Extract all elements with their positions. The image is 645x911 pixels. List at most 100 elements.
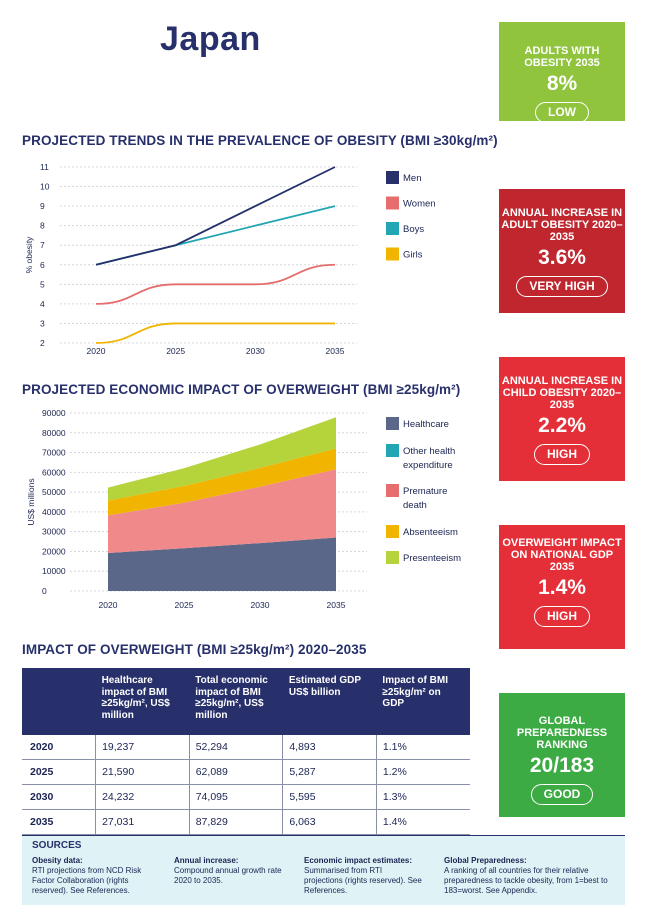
source-preparedness: Global Preparedness: A ranking of all co…	[444, 856, 616, 896]
y-tick-label: 2	[40, 338, 45, 348]
table-cell: 62,089	[188, 759, 283, 785]
legend-label: Other health expenditure	[403, 446, 455, 471]
y-tick-label: 7	[40, 240, 45, 250]
legend-swatch	[386, 196, 399, 210]
area-healthcare	[108, 537, 336, 591]
legend-swatch	[386, 525, 399, 538]
source-text: Summarised from RTI projections (rights …	[304, 866, 422, 895]
legend-swatch	[386, 444, 399, 457]
source-heading: Economic impact estimates:	[304, 856, 413, 865]
card-value: 8%	[546, 72, 578, 95]
table-header	[22, 668, 96, 735]
x-tick-label: 2020	[87, 346, 106, 356]
legend-label: Girls	[403, 250, 423, 261]
impact-table: Healthcare impact of BMI ≥25kg/m², US$ m…	[22, 668, 470, 835]
series-line-girls	[95, 322, 335, 344]
y-tick-label: 6	[40, 260, 45, 270]
source-text: RTI projections from NCD Risk Factor Col…	[32, 866, 142, 895]
legend-label: Women	[403, 199, 436, 210]
x-tick-label: 2025	[175, 600, 194, 610]
x-tick-label: 2030	[251, 600, 270, 610]
source-economic: Economic impact estimates: Summarised fr…	[304, 856, 422, 896]
source-heading: Obesity data:	[32, 856, 83, 865]
legend-label: Men	[403, 173, 421, 184]
page-title: Japan	[160, 20, 261, 58]
y-tick-label: 30000	[42, 527, 66, 537]
table-title: IMPACT OF OVERWEIGHT (BMI ≥25kg/m²) 2020…	[22, 642, 367, 657]
y-tick-label: 4	[40, 299, 45, 309]
legend-swatch	[386, 171, 399, 184]
card-badge: LOW	[535, 102, 589, 123]
y-axis-label: % obesity	[24, 236, 34, 274]
legend-swatch	[386, 247, 399, 261]
y-tick-label: 20000	[42, 546, 66, 556]
table-row: 2030 24,232 74,095 5,595 1.3%	[22, 784, 470, 810]
y-tick-label: 11	[40, 162, 49, 172]
x-tick-label: 2035	[326, 346, 345, 356]
table-cell: 4,893	[282, 735, 377, 760]
source-heading: Annual increase:	[174, 856, 239, 865]
x-tick-label: 2030	[246, 346, 265, 356]
y-tick-label: 60000	[42, 467, 66, 477]
source-annual-increase: Annual increase: Compound annual growth …	[174, 856, 284, 886]
table-row: 2020 19,237 52,294 4,893 1.1%	[22, 735, 470, 760]
table-cell: 52,294	[188, 735, 283, 760]
table-cell: 2030	[22, 784, 96, 810]
card-badge: GOOD	[530, 784, 594, 805]
card-adult-increase: ANNUAL INCREASE IN ADULT OBESITY 2020–20…	[499, 189, 625, 313]
sources-box: SOURCES Obesity data: RTI projections fr…	[22, 835, 625, 905]
y-tick-label: 0	[42, 586, 47, 596]
card-title: GLOBAL PREPAREDNESS RANKING	[516, 715, 608, 751]
table-cell: 1.2%	[375, 759, 470, 785]
y-tick-label: 10000	[42, 566, 66, 576]
table-cell: 1.4%	[375, 809, 470, 835]
table-cell: 1.1%	[375, 735, 470, 760]
table-cell: 24,232	[95, 784, 190, 810]
card-badge: HIGH	[534, 444, 590, 465]
y-tick-label: 3	[40, 318, 45, 328]
legend-swatch	[386, 222, 399, 235]
econ-chart: 0 10000 20000 30000 40000 50000 60000 70000 8000…	[26, 408, 461, 610]
series-line-men	[95, 166, 336, 266]
table-cell: 1.3%	[375, 784, 470, 810]
legend-label: Healthcare	[403, 419, 449, 430]
legend-swatch	[386, 484, 399, 497]
legend-swatch	[386, 417, 399, 430]
source-text: Compound annual growth rate 2020 to 2035…	[174, 866, 282, 885]
table-cell: 6,063	[282, 809, 377, 835]
card-child-increase: ANNUAL INCREASE IN CHILD OBESITY 2020–20…	[499, 357, 625, 481]
table-cell: 5,287	[282, 759, 377, 785]
card-preparedness: GLOBAL PREPAREDNESS RANKING 20/183 GOOD	[499, 693, 625, 817]
card-title: ANNUAL INCREASE IN ADULT OBESITY 2020–20…	[501, 207, 623, 243]
card-title: OVERWEIGHT IMPACT ON NATIONAL GDP 2035	[502, 537, 622, 573]
legend-label: Boys	[403, 224, 424, 235]
card-title: ADULTS WITH OBESITY 2035	[524, 45, 600, 69]
card-gdp-impact: OVERWEIGHT IMPACT ON NATIONAL GDP 2035 1…	[499, 525, 625, 649]
card-adults-obesity: ADULTS WITH OBESITY 2035 8% LOW	[499, 22, 625, 123]
source-obesity: Obesity data: RTI projections from NCD R…	[32, 856, 152, 896]
table-header: Total economic impact of BMI ≥25kg/m², U…	[189, 668, 283, 735]
y-tick-label: 40000	[42, 507, 66, 517]
sources-title: SOURCES	[32, 840, 82, 851]
table-cell: 19,237	[95, 735, 190, 760]
legend-label: Presenteeism	[403, 553, 461, 564]
table-cell: 21,590	[95, 759, 190, 785]
card-value: 20/183	[529, 754, 595, 777]
y-tick-label: 90000	[42, 408, 66, 418]
table-cell: 2035	[22, 809, 96, 835]
y-tick-label: 10	[40, 182, 50, 192]
series-line-women	[95, 263, 336, 305]
table-cell: 74,095	[188, 784, 283, 810]
area-absenteeism	[108, 448, 336, 516]
table-cell: 87,829	[188, 809, 283, 835]
table-header: Healthcare impact of BMI ≥25kg/m², US$ m…	[95, 668, 190, 735]
y-tick-label: 80000	[42, 428, 66, 438]
x-tick-label: 2025	[166, 346, 185, 356]
y-axis-label: US$ millions	[26, 478, 36, 525]
table-header-row: Healthcare impact of BMI ≥25kg/m², US$ m…	[22, 668, 470, 735]
source-heading: Global Preparedness:	[444, 856, 527, 865]
card-badge: HIGH	[534, 606, 590, 627]
card-title: ANNUAL INCREASE IN CHILD OBESITY 2020–20…	[501, 375, 623, 411]
trend-chart: 2 3 4 5 6 7 8 9 10 11 2020 2025 2030 2035 % obesity Men…	[24, 162, 436, 356]
table-cell: 27,031	[95, 809, 190, 835]
